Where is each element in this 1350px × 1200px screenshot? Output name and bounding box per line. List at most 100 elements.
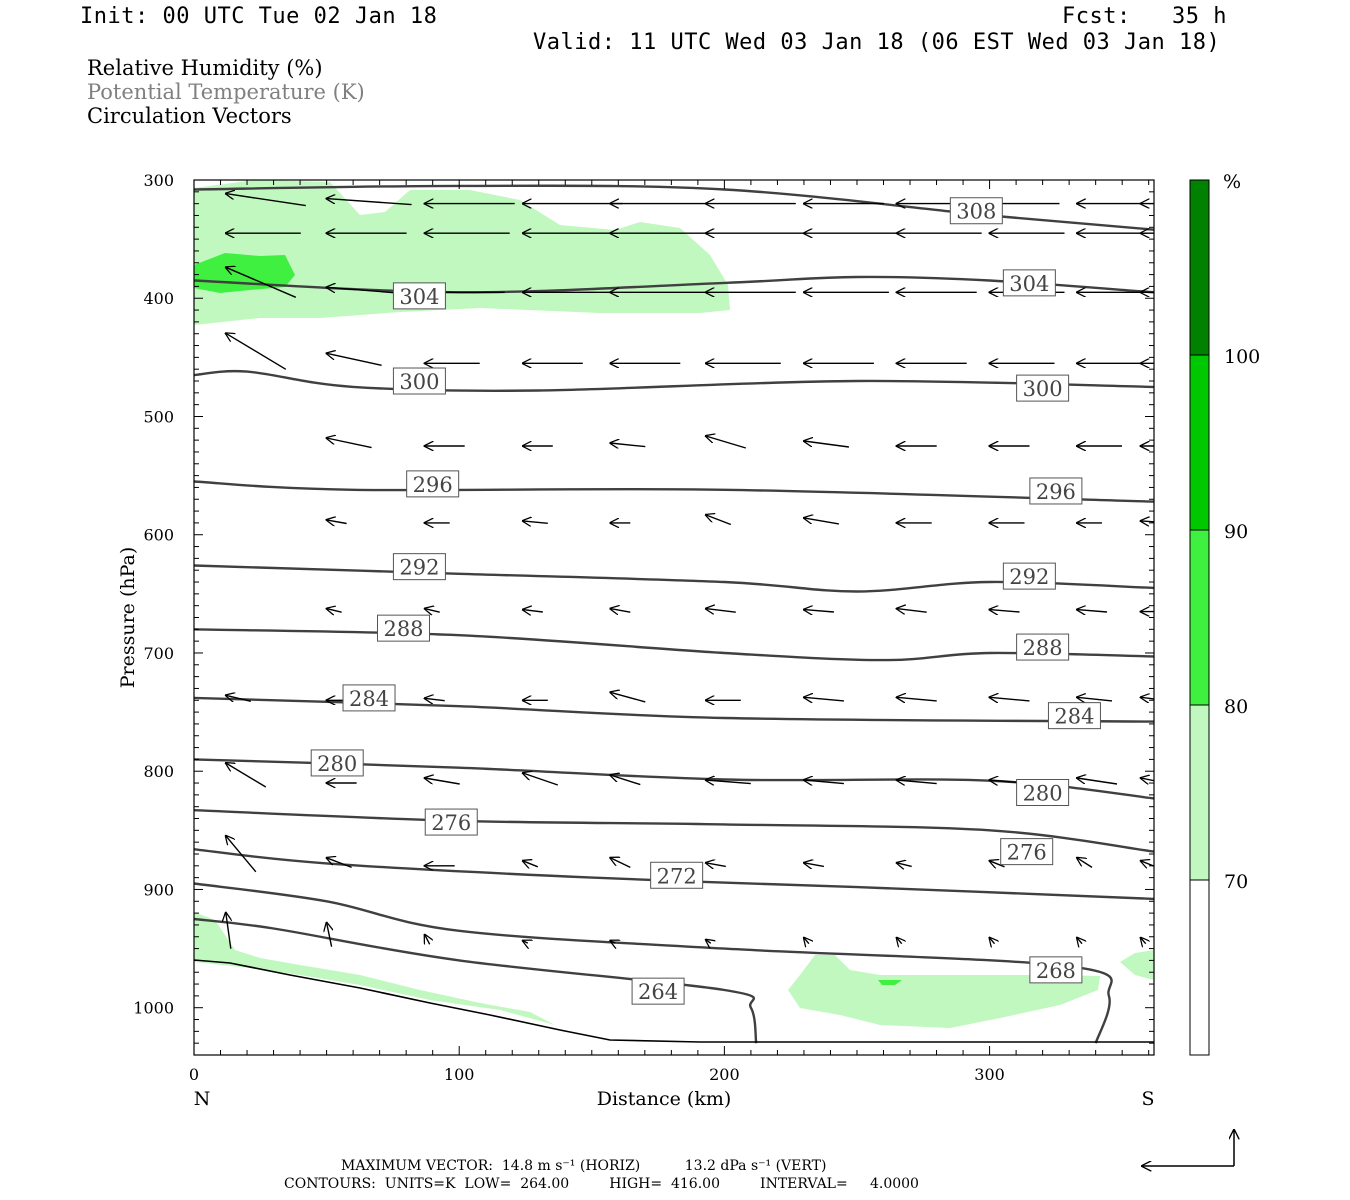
y-tick-label: 900 (143, 880, 174, 899)
theta-label-308: 308 (949, 197, 1003, 225)
y-axis-label: Pressure (hPa) (117, 547, 139, 689)
circulation-vector (804, 518, 840, 525)
theta-label-box (1029, 477, 1083, 505)
theta-label-box (1047, 702, 1101, 730)
theta-label-268: 268 (1029, 956, 1083, 984)
valid-time: Valid: 11 UTC Wed 03 Jan 18 (06 EST Wed … (533, 30, 1221, 55)
init-time: Init: 00 UTC Tue 02 Jan 18 (80, 4, 438, 29)
y-tick-label: 800 (143, 762, 174, 781)
y-tick-label: 1000 (133, 999, 174, 1018)
theta-contour-272 (194, 848, 1154, 901)
theta-contour-308 (194, 184, 1154, 231)
colorbar-label: 70 (1224, 871, 1248, 893)
theta-label-box (949, 197, 1003, 225)
x-tick-label: 0 (189, 1065, 199, 1084)
theta-label-272: 272 (650, 861, 704, 889)
theta-contour-276 (194, 809, 1154, 853)
theta-label-296: 296 (406, 470, 460, 498)
theta-label-280: 280 (1016, 779, 1070, 806)
circulation-vector (897, 609, 927, 613)
theta-label-text: 304 (1009, 272, 1049, 296)
theta-label-288: 288 (377, 614, 431, 642)
theta-label-304: 304 (392, 282, 446, 310)
theta-label-288: 288 (1016, 633, 1070, 661)
colorbar-segment (1189, 704, 1210, 881)
colorbar: % 100 90 80 70 (1189, 171, 1260, 1056)
theta-label-box (1016, 633, 1070, 661)
y-tick-label: 700 (143, 644, 174, 663)
theta-label-box (650, 861, 704, 889)
circulation-vector (226, 763, 267, 788)
circulation-vector (1141, 778, 1154, 784)
circulation-vector (1077, 697, 1113, 701)
theta-label-text: 308 (956, 200, 996, 224)
theta-label-text: 272 (657, 864, 697, 888)
circulation-vector (804, 938, 809, 944)
y-tick-label: 400 (143, 289, 174, 308)
circulation-vector (990, 610, 1020, 612)
colorbar-segment (1189, 529, 1210, 706)
theta-label-276: 276 (1000, 838, 1054, 866)
circulation-vector (1077, 938, 1082, 944)
rh-sfc-far-right-70-region (1120, 950, 1154, 980)
circulation-vector (327, 923, 332, 947)
theta-label-300: 300 (392, 367, 446, 395)
circulation-vector (1077, 858, 1093, 868)
colorbar-segment (1189, 179, 1210, 356)
y-tick-label: 300 (143, 171, 174, 190)
theta-contour-292 (194, 564, 1154, 593)
circulation-vector (804, 697, 844, 701)
circulation-vector (425, 609, 440, 613)
theta-label-box (631, 977, 685, 1005)
circulation-vector (897, 863, 912, 867)
circulation-vector (226, 695, 251, 701)
circulation-vector (990, 938, 995, 944)
x-tick-label: 100 (444, 1065, 475, 1084)
circulation-vector (226, 194, 306, 207)
circulation-vector (706, 863, 726, 867)
circulation-vector (804, 610, 834, 612)
circulation-vector (425, 778, 460, 785)
theta-label-284: 284 (1047, 702, 1101, 730)
circulation-vector (327, 353, 382, 366)
theta-label-box (1029, 956, 1083, 984)
circulation-vector (425, 698, 445, 700)
theta-label-text: 268 (1036, 959, 1076, 983)
theta-contour-296 (194, 480, 1154, 503)
theta-contour-300 (194, 369, 1154, 393)
circulation-vector (706, 940, 711, 944)
circulation-vector (523, 941, 528, 943)
circulation-vector (804, 441, 849, 448)
circulation-vector (610, 443, 646, 447)
circulation-vector (226, 836, 257, 873)
circulation-vector (226, 333, 287, 370)
theta-label-text: 280 (1023, 782, 1063, 806)
theta-label-text: 300 (1023, 377, 1063, 401)
y-tick-label: 500 (143, 407, 174, 426)
theta-label-box (1016, 779, 1070, 806)
theta-label-300: 300 (1016, 374, 1070, 402)
theta-contour-284 (194, 696, 1154, 723)
theta-label-text: 276 (1007, 841, 1047, 865)
circulation-vector (610, 609, 631, 613)
circulation-vector (990, 861, 1005, 867)
theta-label-292: 292 (392, 553, 446, 581)
theta-label-box (1002, 269, 1056, 297)
axis-ticks: 300 400 500 600 700 800 900 1000 0 100 200 300 N S Dis… (117, 171, 1155, 1110)
circulation-vector (610, 941, 615, 943)
colorbar-label: 80 (1224, 696, 1248, 718)
circulation-vector (226, 267, 297, 298)
legend-relative-humidity: Relative Humidity (%) (87, 56, 323, 80)
theta-label-304: 304 (1002, 269, 1056, 297)
circulation-vector (897, 697, 937, 701)
theta-label-box (1002, 562, 1056, 590)
circulation-vector (523, 861, 539, 867)
circulation-vector (327, 520, 347, 524)
theta-label-276: 276 (424, 808, 478, 836)
circulation-vector (1141, 521, 1154, 523)
circulation-vector (1141, 697, 1154, 701)
theta-label-text: 292 (399, 556, 439, 580)
theta-label-box (392, 282, 446, 310)
circulation-vector (706, 780, 751, 784)
